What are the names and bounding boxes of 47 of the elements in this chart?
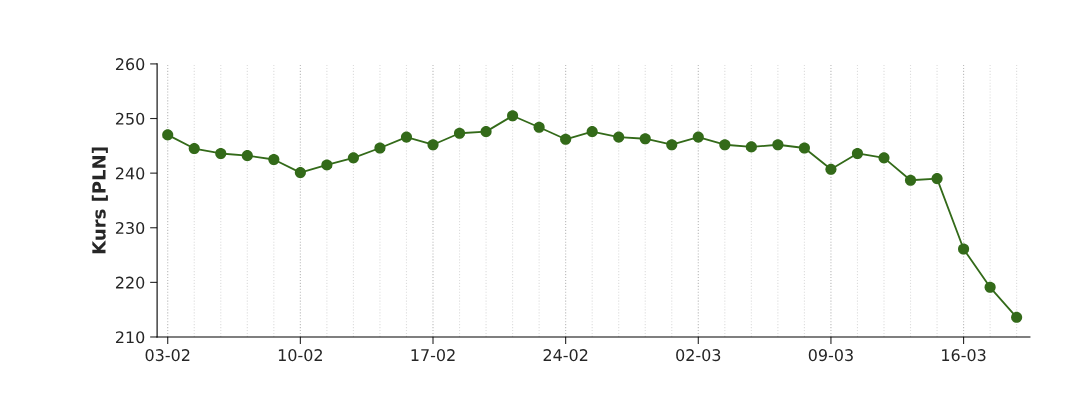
point <box>533 121 545 133</box>
point <box>162 129 174 141</box>
point <box>1011 311 1023 323</box>
point <box>825 163 837 175</box>
point <box>666 139 678 151</box>
point <box>878 152 890 164</box>
point <box>586 126 598 138</box>
point <box>719 139 731 151</box>
point <box>931 173 943 185</box>
y-tick-label: 210 <box>115 331 145 344</box>
point <box>984 281 996 293</box>
y-tick-label: 250 <box>115 112 145 125</box>
point <box>268 153 280 166</box>
point <box>453 127 466 139</box>
point <box>188 143 200 155</box>
y-tick-label: 230 <box>115 221 145 235</box>
point <box>241 150 253 162</box>
point <box>294 167 306 179</box>
y-tick-label: 260 <box>115 58 145 71</box>
point <box>427 139 439 151</box>
y-tick-label: 240 <box>115 167 145 180</box>
point <box>374 142 386 154</box>
point <box>400 131 413 143</box>
y-axis-title: Kurs [PLN] <box>91 147 108 254</box>
point <box>772 139 784 151</box>
y-tick-label: 220 <box>115 276 145 289</box>
x-tick-label: 09-03 <box>808 349 853 362</box>
point <box>798 142 810 154</box>
point <box>904 174 917 186</box>
point <box>958 243 970 255</box>
x-tick-label: 24-02 <box>543 349 588 362</box>
x-tick-label: 03-02 <box>145 349 190 362</box>
point <box>745 141 757 153</box>
point <box>692 131 704 143</box>
point <box>851 147 864 160</box>
point <box>347 152 359 164</box>
point <box>480 126 492 138</box>
point <box>639 133 651 145</box>
x-tick-label: 17-02 <box>411 349 455 362</box>
point <box>507 110 519 122</box>
x-tick-label: 10-02 <box>278 349 322 362</box>
point <box>560 133 572 145</box>
point <box>613 131 625 143</box>
x-tick-label: 02-03 <box>676 349 721 362</box>
point <box>215 147 227 160</box>
point <box>321 159 333 171</box>
x-tick-label: 16-03 <box>942 349 986 362</box>
